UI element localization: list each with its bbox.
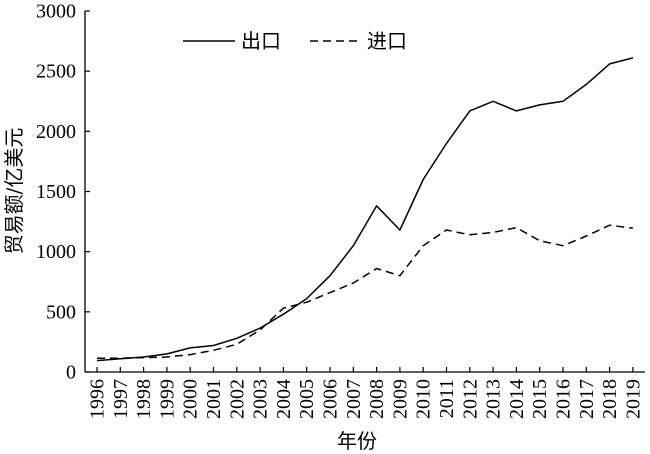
data-point: [421, 178, 425, 182]
y-tick-label: 3000: [36, 1, 76, 23]
data-point: [421, 244, 425, 248]
x-tick-label: 2011: [436, 379, 458, 418]
data-point: [445, 141, 449, 145]
x-tick-label: 2003: [250, 379, 272, 419]
data-point: [375, 204, 379, 208]
data-point: [538, 103, 542, 107]
data-point: [212, 344, 216, 348]
x-tick-label: 2013: [483, 379, 505, 419]
x-tick-label: 2019: [622, 379, 644, 419]
data-point: [468, 109, 472, 113]
x-tick-label: 2016: [553, 379, 575, 419]
data-point: [631, 226, 635, 230]
x-tick-label: 2000: [180, 379, 202, 419]
y-tick-label: 2500: [36, 61, 76, 83]
series-line-1: [97, 224, 633, 359]
data-point: [608, 223, 612, 227]
data-point: [375, 267, 379, 271]
data-point: [514, 226, 518, 230]
x-tick-label: 1999: [156, 379, 178, 419]
data-point: [538, 239, 542, 243]
x-tick-label: 2001: [203, 379, 225, 419]
legend-label: 进口: [367, 29, 407, 53]
data-point: [118, 356, 122, 360]
data-point: [95, 356, 99, 360]
x-tick-label: 2002: [226, 379, 248, 419]
x-axis-ticks: 1996 1997 1998 1999 2000 2001 2002 2003 2004 2005…: [87, 367, 644, 419]
y-axis-ticks: 0 500 1000 1500 2000 2500 3000: [36, 1, 90, 384]
data-point: [398, 228, 402, 232]
x-tick-label: 2014: [506, 379, 528, 419]
data-point: [608, 62, 612, 66]
x-tick-label: 1997: [110, 379, 132, 419]
data-point: [188, 346, 192, 350]
x-tick-label: 2005: [296, 379, 318, 419]
legend-item: 进口: [310, 29, 407, 53]
x-tick-label: 2015: [529, 379, 551, 419]
data-point: [281, 312, 285, 316]
y-tick-label: 500: [46, 301, 76, 323]
x-tick-label: 2018: [599, 379, 621, 419]
data-point: [445, 228, 449, 232]
y-axis-label: 贸易额/亿美元: [2, 128, 26, 255]
legend: 出口 进口: [183, 29, 407, 53]
data-point: [188, 353, 192, 357]
data-point: [584, 82, 588, 86]
data-point: [351, 281, 355, 285]
y-tick-label: 2000: [36, 121, 76, 143]
data-point: [398, 274, 402, 278]
data-point: [212, 348, 216, 352]
data-point: [491, 99, 495, 103]
x-tick-label: 1996: [87, 379, 109, 419]
axes: [84, 11, 645, 373]
series-line-0: [96, 57, 634, 362]
x-tick-label: 2009: [389, 379, 411, 419]
x-tick-label: 2010: [413, 379, 435, 419]
x-tick-label: 2012: [459, 379, 481, 419]
y-tick-label: 1500: [36, 181, 76, 203]
legend-item: 出口: [183, 29, 281, 53]
y-tick-label: 0: [66, 362, 76, 384]
data-point: [281, 306, 285, 310]
data-point: [305, 300, 309, 304]
legend-label: 出口: [241, 29, 281, 53]
x-axis-label: 年份: [337, 429, 377, 453]
data-point: [328, 274, 332, 278]
data-point: [305, 297, 309, 301]
x-tick-label: 1998: [133, 379, 155, 419]
data-point: [561, 244, 565, 248]
data-point: [514, 109, 518, 113]
data-point: [584, 234, 588, 238]
data-point: [491, 230, 495, 234]
data-point: [561, 99, 565, 103]
x-tick-label: 2017: [576, 379, 598, 419]
data-point: [165, 355, 169, 359]
data-point: [142, 356, 146, 360]
y-tick-label: 1000: [36, 241, 76, 263]
data-point: [258, 328, 262, 332]
data-point: [351, 244, 355, 248]
data-point: [468, 233, 472, 237]
data-point: [328, 291, 332, 295]
x-tick-label: 2004: [273, 379, 295, 419]
x-tick-label: 2007: [343, 379, 365, 419]
x-tick-label: 2006: [320, 379, 342, 419]
data-point: [235, 342, 239, 346]
x-tick-label: 2008: [366, 379, 388, 419]
data-point: [235, 336, 239, 340]
series-group: [95, 56, 635, 362]
data-point: [631, 56, 635, 60]
